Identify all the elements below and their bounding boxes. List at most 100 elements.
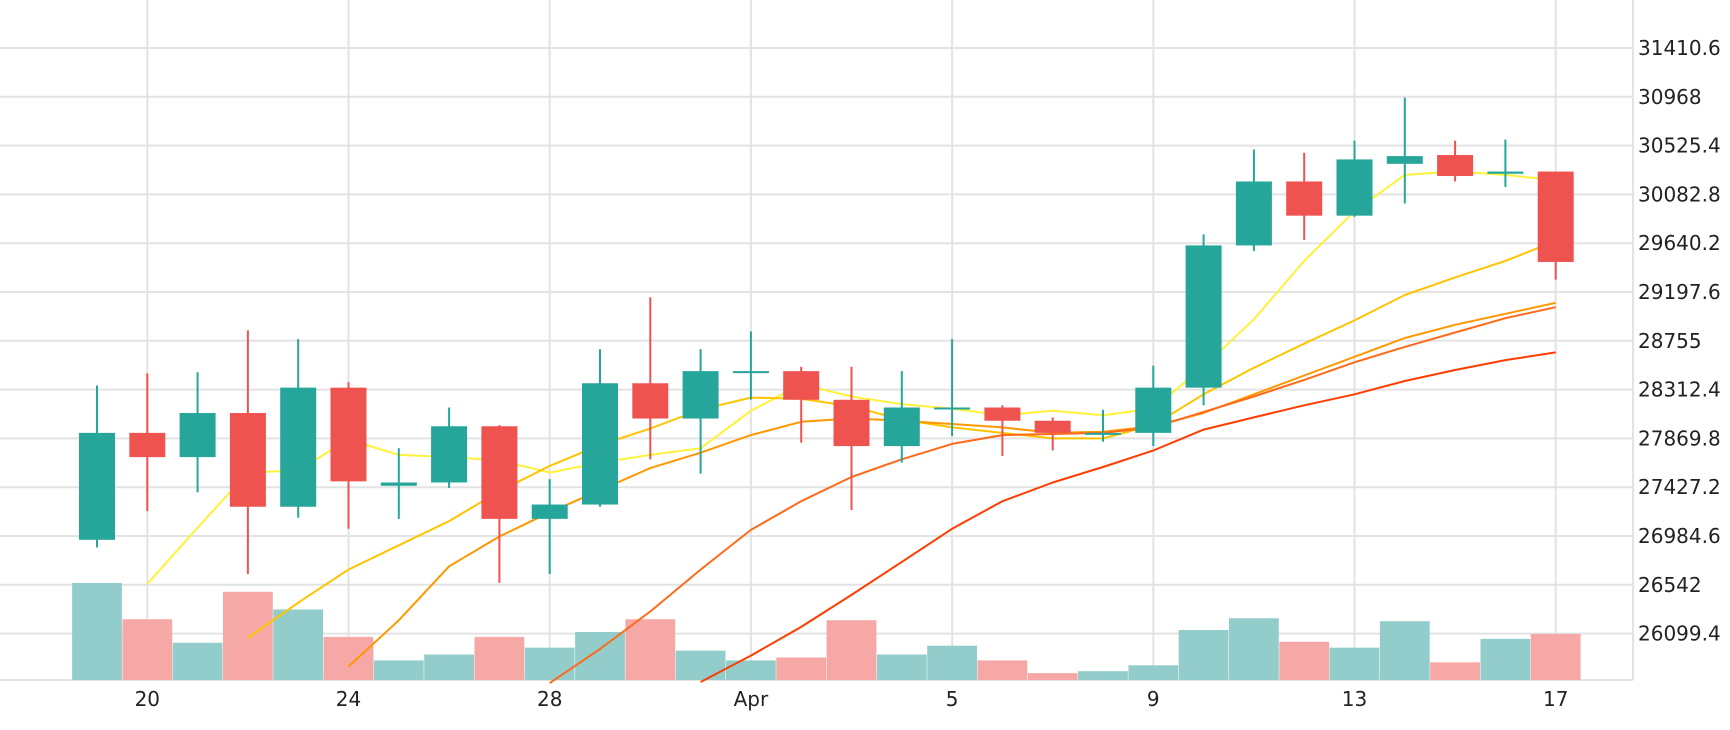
y-tick-label: 26542 — [1638, 573, 1702, 597]
moving-average-line — [700, 351, 1556, 683]
candle-body — [1437, 155, 1474, 176]
volume-bar — [826, 620, 877, 680]
grid — [0, 0, 1634, 681]
y-tick-label: 29197.6 — [1638, 280, 1721, 304]
candle — [1336, 140, 1373, 217]
candle — [682, 349, 719, 474]
candle — [732, 331, 769, 400]
candle-body — [1135, 387, 1172, 433]
candle-body — [481, 426, 518, 519]
candle — [1437, 140, 1474, 182]
candle-body — [1085, 432, 1121, 435]
candle — [1185, 234, 1222, 406]
y-tick-label: 28312.4 — [1638, 378, 1721, 402]
y-tick-label: 28755 — [1638, 329, 1702, 353]
x-tick-label: 9 — [1147, 687, 1160, 711]
candle-body — [1235, 181, 1272, 246]
candle-body — [934, 407, 971, 410]
candle — [1135, 365, 1172, 447]
candle-body — [833, 399, 870, 447]
candle — [984, 405, 1021, 457]
y-tick-label: 30525.4 — [1638, 134, 1721, 158]
candle-body — [984, 407, 1021, 421]
y-tick-label: 27427.2 — [1638, 475, 1721, 499]
x-tick-label: 13 — [1342, 687, 1367, 711]
candle-body — [1185, 245, 1222, 388]
x-tick-label: 28 — [537, 687, 562, 711]
volume-bar — [72, 582, 122, 680]
volume-bar — [474, 636, 525, 680]
y-tick-label: 31410.6 — [1638, 36, 1721, 60]
volume-bar — [223, 591, 273, 680]
volume-bar — [625, 619, 676, 680]
candle-body — [380, 482, 417, 486]
volume-bar — [1379, 621, 1430, 680]
y-tick-label: 29640.2 — [1638, 231, 1721, 255]
candle-body — [1386, 156, 1423, 164]
candle — [1386, 97, 1423, 204]
candle — [229, 330, 266, 574]
volume-bar — [273, 609, 324, 680]
volume-bar — [1229, 618, 1279, 680]
candle — [632, 297, 669, 460]
candle-body — [330, 387, 367, 482]
candle — [1537, 171, 1574, 280]
volume-bar — [1430, 662, 1480, 680]
candle-body — [431, 426, 468, 483]
x-tick-label: 20 — [135, 687, 160, 711]
candles — [79, 97, 1574, 583]
volume-bar — [323, 636, 374, 680]
candle-body — [1286, 181, 1323, 216]
candle — [531, 479, 568, 574]
candle — [431, 407, 468, 488]
candle — [1487, 139, 1524, 187]
candle — [783, 366, 820, 443]
candle — [380, 448, 417, 519]
volume-bar — [122, 619, 173, 680]
candle-body — [280, 387, 317, 507]
x-tick-label: 5 — [946, 687, 959, 711]
candle-body — [129, 432, 166, 458]
candle-body — [682, 371, 719, 419]
candle — [79, 385, 115, 548]
volume-bar — [575, 631, 625, 680]
y-tick-label: 30968 — [1638, 85, 1702, 109]
candle-body — [1537, 171, 1574, 262]
x-tick-label: 24 — [336, 687, 361, 711]
volume-bars — [72, 582, 1581, 680]
candle-body — [632, 383, 669, 419]
volume-bar — [1027, 673, 1078, 680]
volume-bar — [373, 660, 424, 680]
volume-bar — [927, 645, 977, 680]
y-tick-label: 26984.6 — [1638, 524, 1721, 548]
volume-bar — [675, 650, 726, 680]
candle-body — [229, 413, 266, 507]
y-axis: 31410.6 30968 30525.4 30082.8 29640.2 29197.6… — [1638, 36, 1721, 646]
y-tick-label: 27869.8 — [1638, 426, 1721, 450]
candle — [330, 382, 367, 529]
volume-bar — [1279, 641, 1330, 680]
candle — [129, 373, 166, 512]
volume-bar — [424, 654, 474, 680]
volume-bar — [1480, 638, 1531, 680]
candle — [1085, 409, 1121, 442]
candle — [883, 371, 920, 463]
candle-body — [732, 371, 769, 374]
candle — [179, 372, 216, 493]
x-tick-label: 17 — [1543, 687, 1568, 711]
candle-body — [531, 504, 568, 519]
candle — [934, 339, 971, 437]
candle-body — [1034, 420, 1071, 433]
candle — [582, 349, 618, 507]
candle-body — [79, 432, 115, 540]
candle-body — [1336, 159, 1373, 216]
candle — [1034, 417, 1071, 451]
candle-body — [179, 413, 216, 458]
candle — [280, 339, 317, 518]
y-tick-label: 30082.8 — [1638, 182, 1721, 206]
x-axis: 20 24 28 Apr 5 9 13 17 — [135, 687, 1569, 711]
volume-bar — [1128, 665, 1179, 680]
candle — [481, 425, 518, 583]
